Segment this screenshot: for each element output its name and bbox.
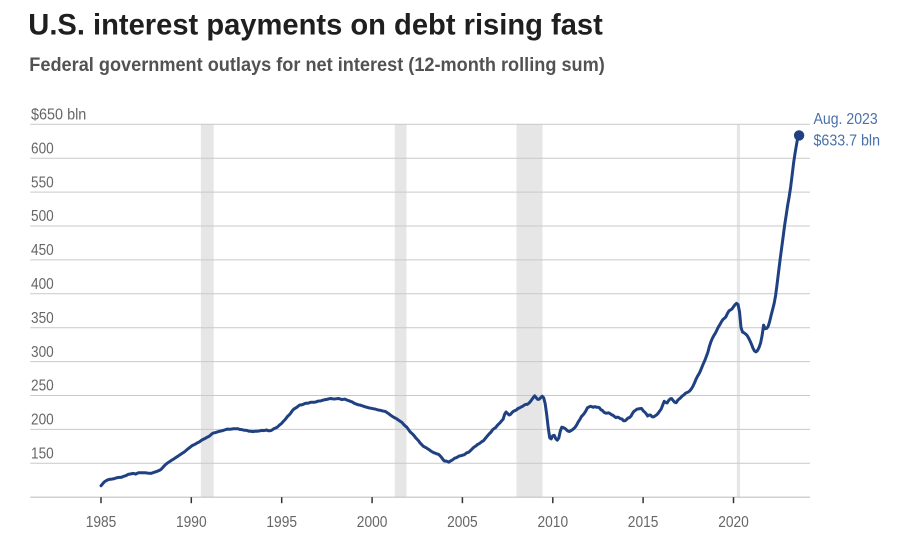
svg-text:1985: 1985 (86, 514, 117, 531)
svg-text:2000: 2000 (357, 514, 388, 531)
svg-text:400: 400 (31, 276, 54, 293)
svg-text:600: 600 (31, 140, 54, 157)
svg-text:300: 300 (31, 344, 54, 361)
svg-text:500: 500 (31, 208, 54, 225)
svg-text:450: 450 (31, 242, 54, 259)
svg-text:1990: 1990 (176, 514, 207, 531)
svg-text:$650 bln: $650 bln (31, 107, 86, 124)
svg-text:200: 200 (31, 412, 54, 429)
svg-text:U.S. interest payments on debt: U.S. interest payments on debt rising fa… (28, 8, 603, 41)
svg-text:2010: 2010 (538, 514, 569, 531)
svg-text:Federal government outlays for: Federal government outlays for net inter… (29, 55, 605, 76)
svg-text:$633.7 bln: $633.7 bln (814, 133, 881, 150)
svg-text:550: 550 (31, 174, 54, 191)
svg-text:250: 250 (31, 378, 54, 395)
svg-text:2015: 2015 (628, 514, 659, 531)
svg-text:350: 350 (31, 310, 54, 327)
svg-text:150: 150 (31, 446, 54, 463)
svg-text:Aug. 2023: Aug. 2023 (814, 111, 878, 128)
svg-text:2005: 2005 (447, 514, 478, 531)
svg-text:2020: 2020 (718, 514, 749, 531)
svg-text:1995: 1995 (266, 514, 297, 531)
